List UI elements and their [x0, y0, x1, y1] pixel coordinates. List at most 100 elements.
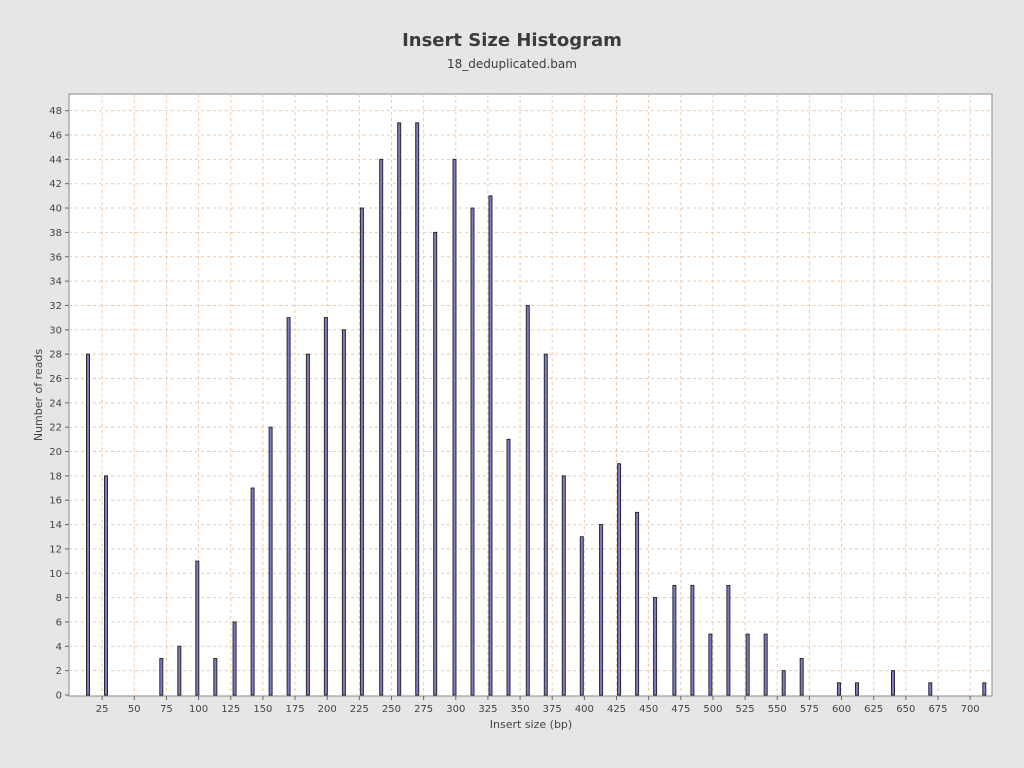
bar	[836, 682, 841, 696]
x-tick-label: 700	[961, 704, 980, 715]
bar	[104, 475, 109, 696]
bar	[341, 329, 346, 696]
bar	[799, 657, 804, 696]
bars	[86, 122, 987, 696]
bar	[579, 536, 584, 696]
x-tick-label: 25	[96, 704, 109, 715]
y-tick-label: 10	[49, 569, 62, 580]
x-tick-label: 450	[639, 704, 658, 715]
y-tick-label: 34	[49, 277, 62, 288]
bar	[928, 682, 933, 696]
x-tick-label: 175	[285, 704, 304, 715]
bar	[561, 475, 566, 696]
x-tick-label: 475	[671, 704, 690, 715]
bar	[268, 426, 273, 696]
x-tick-label: 300	[446, 704, 465, 715]
y-tick-label: 26	[49, 374, 62, 385]
x-tick-label: 600	[832, 704, 851, 715]
y-tick-label: 38	[49, 228, 62, 239]
y-tick-label: 46	[49, 131, 62, 142]
x-tick-label: 500	[703, 704, 722, 715]
x-tick-label: 425	[607, 704, 626, 715]
x-tick-label: 75	[160, 704, 173, 715]
bar	[635, 511, 640, 696]
bar	[415, 122, 420, 696]
y-tick-label: 6	[56, 617, 62, 628]
y-tick-label: 22	[49, 423, 62, 434]
y-tick-label: 30	[49, 325, 62, 336]
bar	[708, 633, 713, 696]
bar	[488, 195, 493, 696]
x-tick-label: 400	[575, 704, 594, 715]
plot-area	[68, 93, 993, 697]
x-tick-label: 250	[382, 704, 401, 715]
x-tick-label: 650	[896, 704, 915, 715]
x-tick-label: 625	[864, 704, 883, 715]
x-tick-label: 225	[350, 704, 369, 715]
x-tick-label: 275	[414, 704, 433, 715]
x-tick-label: 325	[478, 704, 497, 715]
bar	[232, 621, 237, 696]
x-tick-label: 150	[253, 704, 272, 715]
x-tick-label: 575	[800, 704, 819, 715]
x-tick-label: 350	[511, 704, 530, 715]
bar	[525, 304, 530, 696]
y-tick-label: 24	[49, 398, 62, 409]
y-tick-label: 42	[49, 179, 62, 190]
bar	[506, 438, 511, 696]
bar	[781, 670, 786, 696]
bar	[250, 487, 255, 696]
y-tick-label: 20	[49, 447, 62, 458]
bar	[452, 158, 457, 696]
x-tick-label: 50	[128, 704, 141, 715]
y-tick-label: 36	[49, 252, 62, 263]
y-tick-label: 14	[49, 520, 62, 531]
y-tick-label: 18	[49, 471, 62, 482]
bar	[982, 682, 987, 696]
bar	[177, 645, 182, 696]
bar	[470, 207, 475, 696]
bar	[854, 682, 859, 696]
bar	[379, 158, 384, 696]
x-tick-label: 125	[221, 704, 240, 715]
bar	[763, 633, 768, 696]
bar	[195, 560, 200, 696]
y-tick-label: 44	[49, 155, 62, 166]
bar	[617, 463, 622, 696]
y-axis-label: Number of reads	[32, 349, 45, 442]
chart-title: Insert Size Histogram	[402, 30, 622, 51]
y-tick-label: 4	[56, 642, 62, 653]
y-tick-label: 8	[56, 593, 62, 604]
bar	[745, 633, 750, 696]
x-tick-label: 200	[318, 704, 337, 715]
y-tick-label: 48	[49, 106, 62, 117]
bar	[213, 657, 218, 696]
bar	[359, 207, 364, 696]
bar	[690, 584, 695, 696]
bar	[890, 670, 895, 696]
bar	[672, 584, 677, 696]
bar	[323, 317, 328, 696]
y-tick-label: 2	[56, 666, 62, 677]
bar	[599, 524, 604, 696]
bar	[433, 231, 438, 696]
y-tick-label: 32	[49, 301, 62, 312]
y-tick-label: 40	[49, 204, 62, 215]
bar	[86, 353, 91, 696]
x-tick-label: 550	[768, 704, 787, 715]
bar	[653, 597, 658, 696]
bar	[543, 353, 548, 696]
bar	[305, 353, 310, 696]
axes: 0246810121416182022242628303234363840424…	[49, 106, 979, 715]
bar	[726, 584, 731, 696]
x-tick-label: 375	[543, 704, 562, 715]
x-tick-label: 100	[189, 704, 208, 715]
y-tick-label: 12	[49, 544, 62, 555]
chart-subtitle: 18_deduplicated.bam	[447, 57, 577, 71]
x-tick-label: 675	[928, 704, 947, 715]
y-tick-label: 0	[56, 691, 62, 702]
bar	[397, 122, 402, 696]
y-tick-label: 16	[49, 496, 62, 507]
y-tick-label: 28	[49, 350, 62, 361]
